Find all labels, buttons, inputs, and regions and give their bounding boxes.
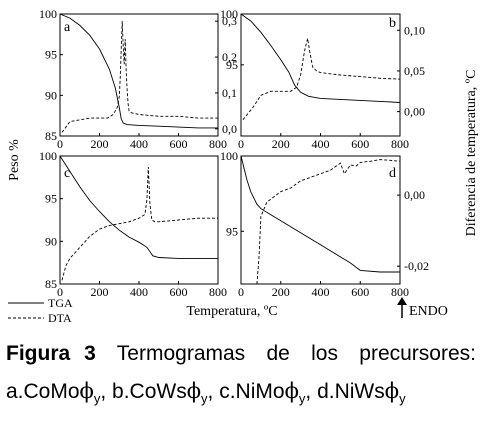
series-tga-line (59, 155, 218, 259)
series-dta-line (61, 166, 218, 281)
y-right-tick-label: 0,3 (222, 14, 237, 28)
series-tga-line (240, 155, 400, 273)
panel-b: b 0 200 400 600 800 100 95 0,10 0,05 0,00 (220, 7, 425, 151)
panel-a: a 0 200 400 600 800 100 95 90 85 0,3 0,2 0,1 0,0 (39, 7, 237, 151)
caption-text: Termogramas de los precursores: (116, 342, 476, 365)
y-left-tick-label: 95 (226, 224, 238, 238)
caption-item-b: b.CoWsϕy, (112, 379, 220, 406)
x-tick-label: 800 (391, 285, 409, 299)
y-right-tick-label: 0,0 (222, 122, 237, 136)
y-right-tick-label: 0,10 (404, 23, 425, 37)
y-right-tick-label: 0,2 (222, 50, 237, 64)
x-tick-label: 0 (238, 137, 244, 151)
x-tick-label: 0 (238, 285, 244, 299)
panel-frame (59, 13, 219, 137)
x-tick-label: 400 (130, 137, 148, 151)
caption-label: Figura (6, 342, 71, 365)
x-tick-label: 600 (170, 137, 188, 151)
y-left-tick-label: 95 (226, 58, 238, 72)
x-tick-label: 600 (351, 285, 369, 299)
series-tga-line (59, 13, 218, 129)
x-tick-label: 0 (57, 285, 63, 299)
endo-arrow-icon (397, 297, 407, 305)
x-tick-label: 800 (391, 137, 409, 151)
series-dta-line (242, 38, 401, 120)
x-tick-label: 200 (272, 137, 290, 151)
x-tick-label: 0 (57, 137, 63, 151)
y-left-tick-label: 100 (220, 149, 238, 163)
x-tick-label: 400 (130, 285, 148, 299)
series-dta-line (61, 21, 218, 133)
y-left-tick-label: 100 (220, 7, 238, 21)
caption-item-d: d.NiWsϕy (317, 379, 406, 406)
caption-item-c: c.NiMoϕy, (219, 379, 318, 406)
y-right-tick-label: -0,02 (404, 259, 429, 273)
y-left-tick-label: 95 (45, 192, 57, 206)
y-left-tick-label: 85 (45, 277, 57, 291)
panel-frame (240, 13, 401, 137)
y-left-tick-label: 90 (45, 88, 57, 102)
y-right-tick-label: 0,1 (222, 86, 237, 100)
y-right-tick-label: 0,00 (404, 105, 425, 119)
y-left-tick-label: 85 (45, 129, 57, 143)
y-left-tick-label: 95 (45, 48, 57, 62)
panel-frame (59, 155, 219, 285)
x-tick-label: 800 (209, 285, 227, 299)
x-tick-label: 200 (91, 137, 109, 151)
legend: TGA DTA (8, 296, 73, 325)
legend-label-tga: TGA (48, 296, 73, 310)
series-dta-line (256, 159, 401, 285)
x-tick-label: 400 (312, 137, 330, 151)
x-tick-label: 600 (351, 137, 369, 151)
panel-label: c (64, 166, 70, 181)
x-tick-label: 200 (272, 285, 290, 299)
panel-frame (240, 155, 401, 285)
x-tick-label: 800 (209, 137, 227, 151)
figure-caption-line1: Figura 3 Termogramas de los precursores: (6, 338, 476, 369)
legend-label-dta: DTA (48, 311, 72, 325)
y-left-tick-label: 100 (39, 7, 57, 21)
panel-d: d 0 200 400 600 800 100 95 0,00 -0,02 (220, 149, 429, 299)
panel-label: a (64, 20, 71, 35)
endo-indicator: ENDO (397, 297, 448, 319)
y-axis-label-left: Peso % (7, 139, 22, 181)
x-tick-label: 400 (312, 285, 330, 299)
panel-label: d (389, 166, 396, 181)
endo-label: ENDO (409, 304, 448, 319)
y-left-tick-label: 90 (45, 234, 57, 248)
caption-item-a: a.CoMoϕy, (6, 379, 113, 406)
panel-label: b (389, 16, 396, 31)
series-tga-line (240, 13, 401, 103)
x-tick-label: 200 (91, 285, 109, 299)
y-right-tick-label: 0,05 (404, 64, 425, 78)
x-axis-label: Temperatura, ºC (186, 304, 277, 319)
panel-c: c 0 200 400 600 800 100 95 90 85 (39, 149, 227, 299)
y-left-tick-label: 100 (39, 149, 57, 163)
x-tick-label: 600 (170, 285, 188, 299)
figure-caption-line2: a.CoMoϕy, b.CoWsϕy, c.NiMoϕy, d.NiWsϕy (6, 376, 406, 414)
y-right-tick-label: 0,00 (404, 188, 425, 202)
y-axis-label-right: Diferencia de temperatura, ºC (464, 70, 479, 237)
caption-number: 3 (84, 342, 96, 365)
